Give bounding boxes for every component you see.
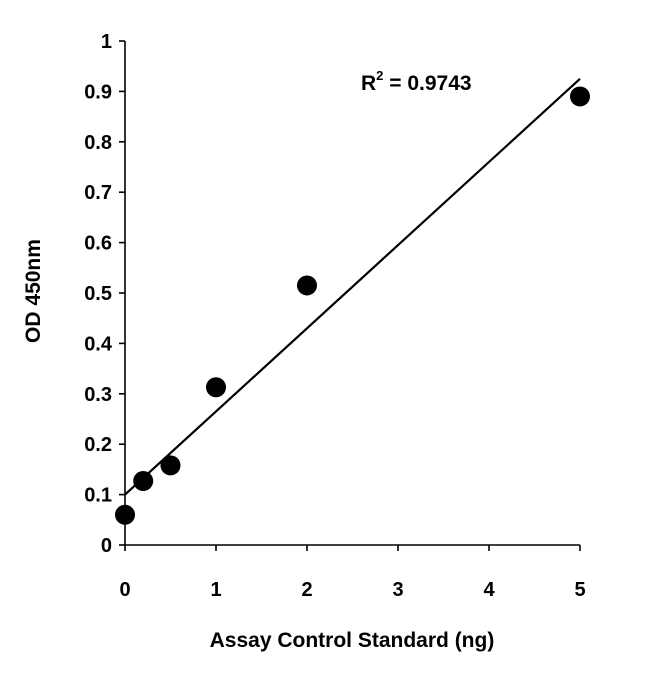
data-point xyxy=(206,377,226,398)
y-axis-title: OD 450nm xyxy=(22,239,45,343)
x-tick-label: 5 xyxy=(574,579,585,601)
x-tick-label: 2 xyxy=(301,579,312,601)
y-tick-label: 1 xyxy=(101,31,112,53)
x-tick-label: 1 xyxy=(210,579,221,601)
data-point xyxy=(160,455,181,476)
data-point xyxy=(115,504,135,525)
y-tick-label: 0.4 xyxy=(84,333,113,355)
y-tick-label: 0.5 xyxy=(84,283,112,305)
r-superscript: 2 xyxy=(376,68,383,83)
data-point xyxy=(297,275,317,296)
data-points xyxy=(115,86,590,525)
trendline-group xyxy=(124,77,581,496)
y-tick-label: 0.9 xyxy=(84,81,112,103)
y-tick-label: 0.6 xyxy=(84,233,112,255)
x-axis-title: Assay Control Standard (ng) xyxy=(210,629,495,652)
y-tick-label: 0.3 xyxy=(84,384,112,406)
trendline xyxy=(124,77,581,496)
x-tick-label: 3 xyxy=(392,579,403,601)
r-label: R xyxy=(361,72,376,95)
r-value: = 0.9743 xyxy=(383,72,471,95)
x-tick-label: 0 xyxy=(119,579,130,601)
r-squared-annotation: R2 = 0.9743 xyxy=(361,68,472,95)
y-tick-label: 0.2 xyxy=(84,434,112,456)
data-point xyxy=(133,470,154,491)
x-tick-label: 4 xyxy=(483,579,495,601)
axes xyxy=(119,40,581,551)
y-tick-label: 0.7 xyxy=(84,182,112,204)
tick-labels: 0 0.1 0.2 0.3 0.4 0.5 0.6 0.7 0.8 0.9 1 0 1 2 3 4 5 xyxy=(84,31,585,601)
y-tick-label: 0.1 xyxy=(84,485,112,507)
data-point xyxy=(570,86,590,107)
y-tick-label: 0.8 xyxy=(84,132,112,154)
y-tick-label: 0 xyxy=(101,535,112,557)
